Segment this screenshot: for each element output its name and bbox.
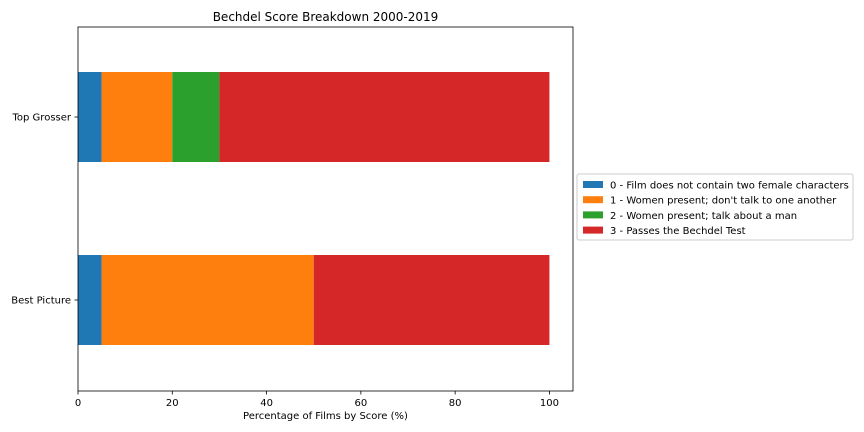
- bar-segment: [219, 72, 550, 162]
- y-axis-ticks: Top Grosser Best Picture: [11, 113, 78, 307]
- legend-swatch: [583, 196, 603, 204]
- x-tick-label: 60: [354, 398, 367, 409]
- bar-segment: [101, 72, 173, 162]
- legend-swatch: [583, 211, 603, 219]
- bars-layer: [78, 72, 550, 345]
- x-axis-ticks: 0 20 40 60 80 100: [75, 391, 559, 409]
- bar-segment: [78, 255, 102, 345]
- x-axis-title: Percentage of Films by Score (%): [243, 411, 408, 422]
- plot-area: [77, 26, 574, 392]
- bar-segment: [101, 255, 314, 345]
- x-tick-label: 40: [260, 398, 273, 409]
- y-tick-label: Best Picture: [11, 296, 71, 307]
- x-tick-label: 100: [540, 398, 559, 409]
- legend-frame: [576, 173, 854, 241]
- legend-label: 1 - Women present; don't talk to one ano…: [610, 196, 837, 207]
- bar-segment: [78, 72, 102, 162]
- bar-segment: [313, 255, 550, 345]
- legend: 0 - Film does not contain two female cha…: [576, 173, 854, 241]
- legend-label: 3 - Passes the Bechdel Test: [610, 226, 746, 237]
- x-tick-label: 20: [166, 398, 179, 409]
- y-tick-label: Top Grosser: [12, 113, 72, 124]
- legend-swatch: [583, 181, 603, 188]
- legend-label: 2 - Women present; talk about a man: [610, 211, 797, 222]
- bar-segment: [172, 72, 220, 162]
- legend-items: 0 - Film does not contain two female cha…: [583, 181, 849, 237]
- legend-swatch: [583, 226, 603, 234]
- x-tick-label: 80: [449, 398, 462, 409]
- chart-title: Bechdel Score Breakdown 2000-2019: [213, 10, 439, 24]
- legend-label: 0 - Film does not contain two female cha…: [610, 181, 849, 192]
- x-tick-label: 0: [75, 398, 81, 409]
